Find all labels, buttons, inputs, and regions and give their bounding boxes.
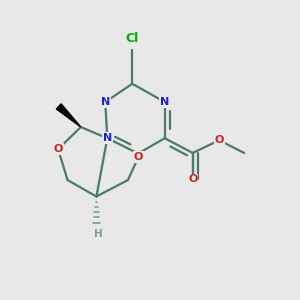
Text: O: O: [214, 135, 224, 145]
Text: Cl: Cl: [126, 32, 139, 46]
Text: O: O: [53, 144, 63, 154]
Text: N: N: [103, 133, 112, 143]
Text: H: H: [94, 229, 102, 238]
Text: N: N: [160, 97, 169, 107]
Polygon shape: [56, 104, 81, 127]
Text: O: O: [188, 174, 197, 184]
Text: O: O: [134, 152, 143, 162]
Text: N: N: [100, 97, 110, 107]
